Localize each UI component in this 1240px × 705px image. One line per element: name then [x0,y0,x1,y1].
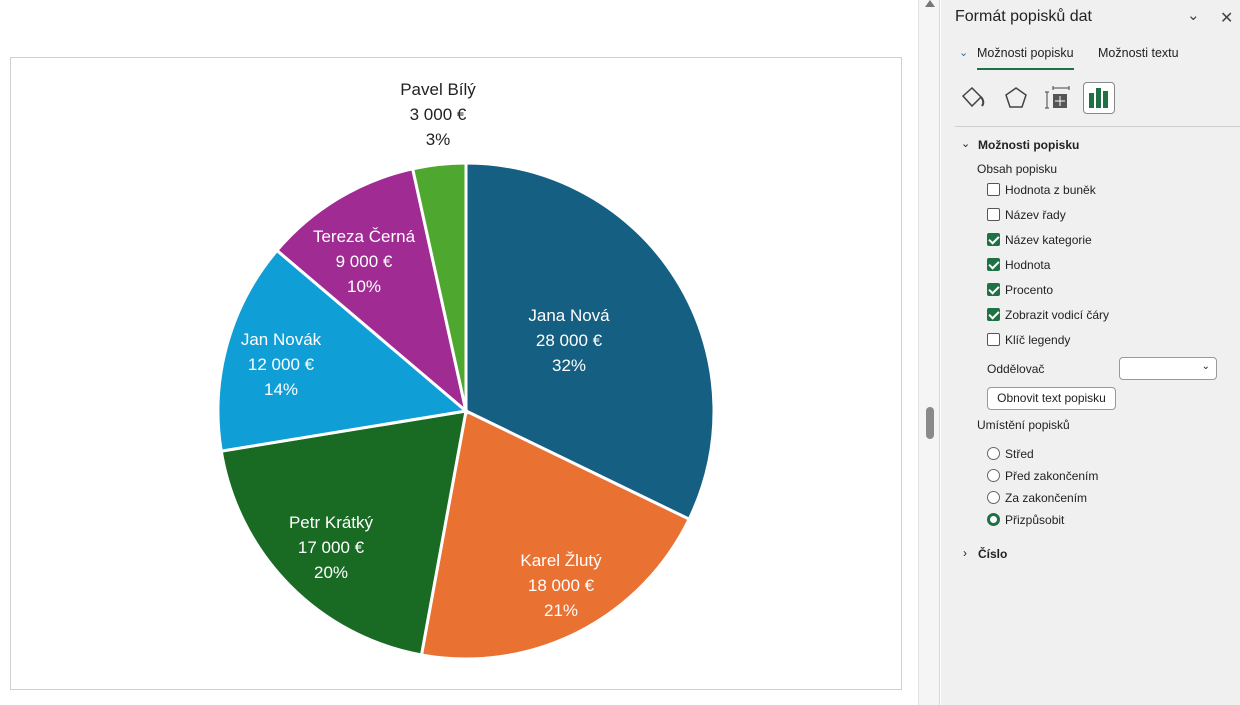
data-label[interactable]: 32% [552,356,586,375]
chevron-down-icon[interactable]: ⌄ [1187,7,1200,24]
pie-chart[interactable]: Jana Nová 28 000 € 32% Karel Žlutý 18 000 € 2… [11,58,903,691]
data-label[interactable]: 9 000 € [336,252,393,271]
chart-area[interactable]: Jana Nová 28 000 € 32% Karel Žlutý 18 000 € 2… [10,57,902,690]
separator-select[interactable]: ⌄ [1119,357,1217,380]
data-label[interactable]: 12 000 € [248,355,315,374]
divider [955,126,1240,127]
data-label[interactable]: 28 000 € [536,331,603,350]
radio[interactable] [987,491,1000,504]
radio[interactable] [987,469,1000,482]
format-data-labels-pane: Formát popisků dat ⌄ ✕ ⌄ Možnosti popisk… [941,0,1240,705]
scrollbar-thumb[interactable] [926,407,934,439]
data-label[interactable]: 10% [347,277,381,296]
checkbox[interactable] [987,308,1000,321]
reset-label-text-button[interactable]: Obnovit text popisku [987,387,1116,410]
vertical-scrollbar[interactable] [918,0,940,705]
radio-label[interactable]: Za zakončením [1005,491,1088,505]
checkbox-label[interactable]: Hodnota z buněk [1005,183,1096,197]
checkbox[interactable] [987,183,1000,196]
section-number[interactable]: Číslo [978,547,1008,561]
checkbox-label[interactable]: Procento [1005,283,1054,297]
effects-icon[interactable] [1003,84,1031,115]
data-label[interactable]: Jana Nová [528,306,610,325]
data-label[interactable]: Karel Žlutý [520,551,602,570]
checkbox-label[interactable]: Název kategorie [1005,233,1092,247]
checkbox-label[interactable]: Zobrazit vodicí čáry [1005,308,1110,322]
checkbox[interactable] [987,258,1000,271]
checkbox[interactable] [987,283,1000,296]
content-heading: Obsah popisku [977,162,1058,176]
data-label[interactable]: Jan Novák [241,330,322,349]
checkbox[interactable] [987,233,1000,246]
checkbox-label[interactable]: Klíč legendy [1005,333,1071,347]
data-label[interactable]: Petr Krátký [289,513,374,532]
checkbox[interactable] [987,208,1000,221]
pane-title: Formát popisků dat [955,8,1092,25]
data-label[interactable]: 20% [314,563,348,582]
chevron-down-icon[interactable]: ⌄ [961,138,971,150]
scroll-up-icon[interactable] [925,0,935,7]
radio-label[interactable]: Přizpůsobit [1005,513,1065,527]
pie-slice[interactable] [410,161,468,412]
checkbox[interactable] [987,333,1000,346]
pie-slice[interactable] [216,248,470,453]
size-properties-icon[interactable] [1043,84,1071,115]
data-label[interactable]: 18 000 € [528,576,595,595]
data-label[interactable]: Pavel Bílý [400,80,476,99]
data-label[interactable]: 17 000 € [298,538,365,557]
section-label-options[interactable]: Možnosti popisku [978,138,1080,152]
tab-label-options[interactable]: Možnosti popisku [977,46,1074,60]
tab-text-options[interactable]: Možnosti textu [1098,46,1179,60]
radio[interactable] [987,447,1000,460]
pie-slice[interactable] [274,167,469,416]
close-icon[interactable]: ✕ [1220,10,1234,27]
data-label[interactable]: 3 000 € [410,105,467,124]
position-heading: Umístění popisků [977,418,1070,432]
pie-slice[interactable] [419,408,692,661]
radio-label[interactable]: Střed [1005,447,1034,461]
chevron-down-icon: ⌄ [959,47,969,59]
pie-slice[interactable] [464,161,716,522]
radio-label[interactable]: Před zakončením [1005,469,1099,483]
active-tab-indicator [977,68,1074,70]
radio[interactable] [987,513,1000,526]
chevron-down-icon: ⌄ [1201,361,1210,372]
fill-line-icon[interactable] [959,84,987,115]
data-label[interactable]: 21% [544,601,578,620]
separator-label: Oddělovač [987,362,1045,376]
worksheet: Jana Nová 28 000 € 32% Karel Žlutý 18 000 € 2… [10,57,902,690]
data-label[interactable]: Tereza Černá [313,227,416,246]
chevron-right-icon[interactable]: › [963,546,967,560]
data-label[interactable]: 14% [264,380,298,399]
data-label[interactable]: 3% [426,130,451,149]
pie-slice[interactable] [219,409,468,657]
label-options-icon[interactable] [1083,82,1115,114]
checkbox-label[interactable]: Hodnota [1005,258,1051,272]
checkbox-label[interactable]: Název řady [1005,208,1066,222]
